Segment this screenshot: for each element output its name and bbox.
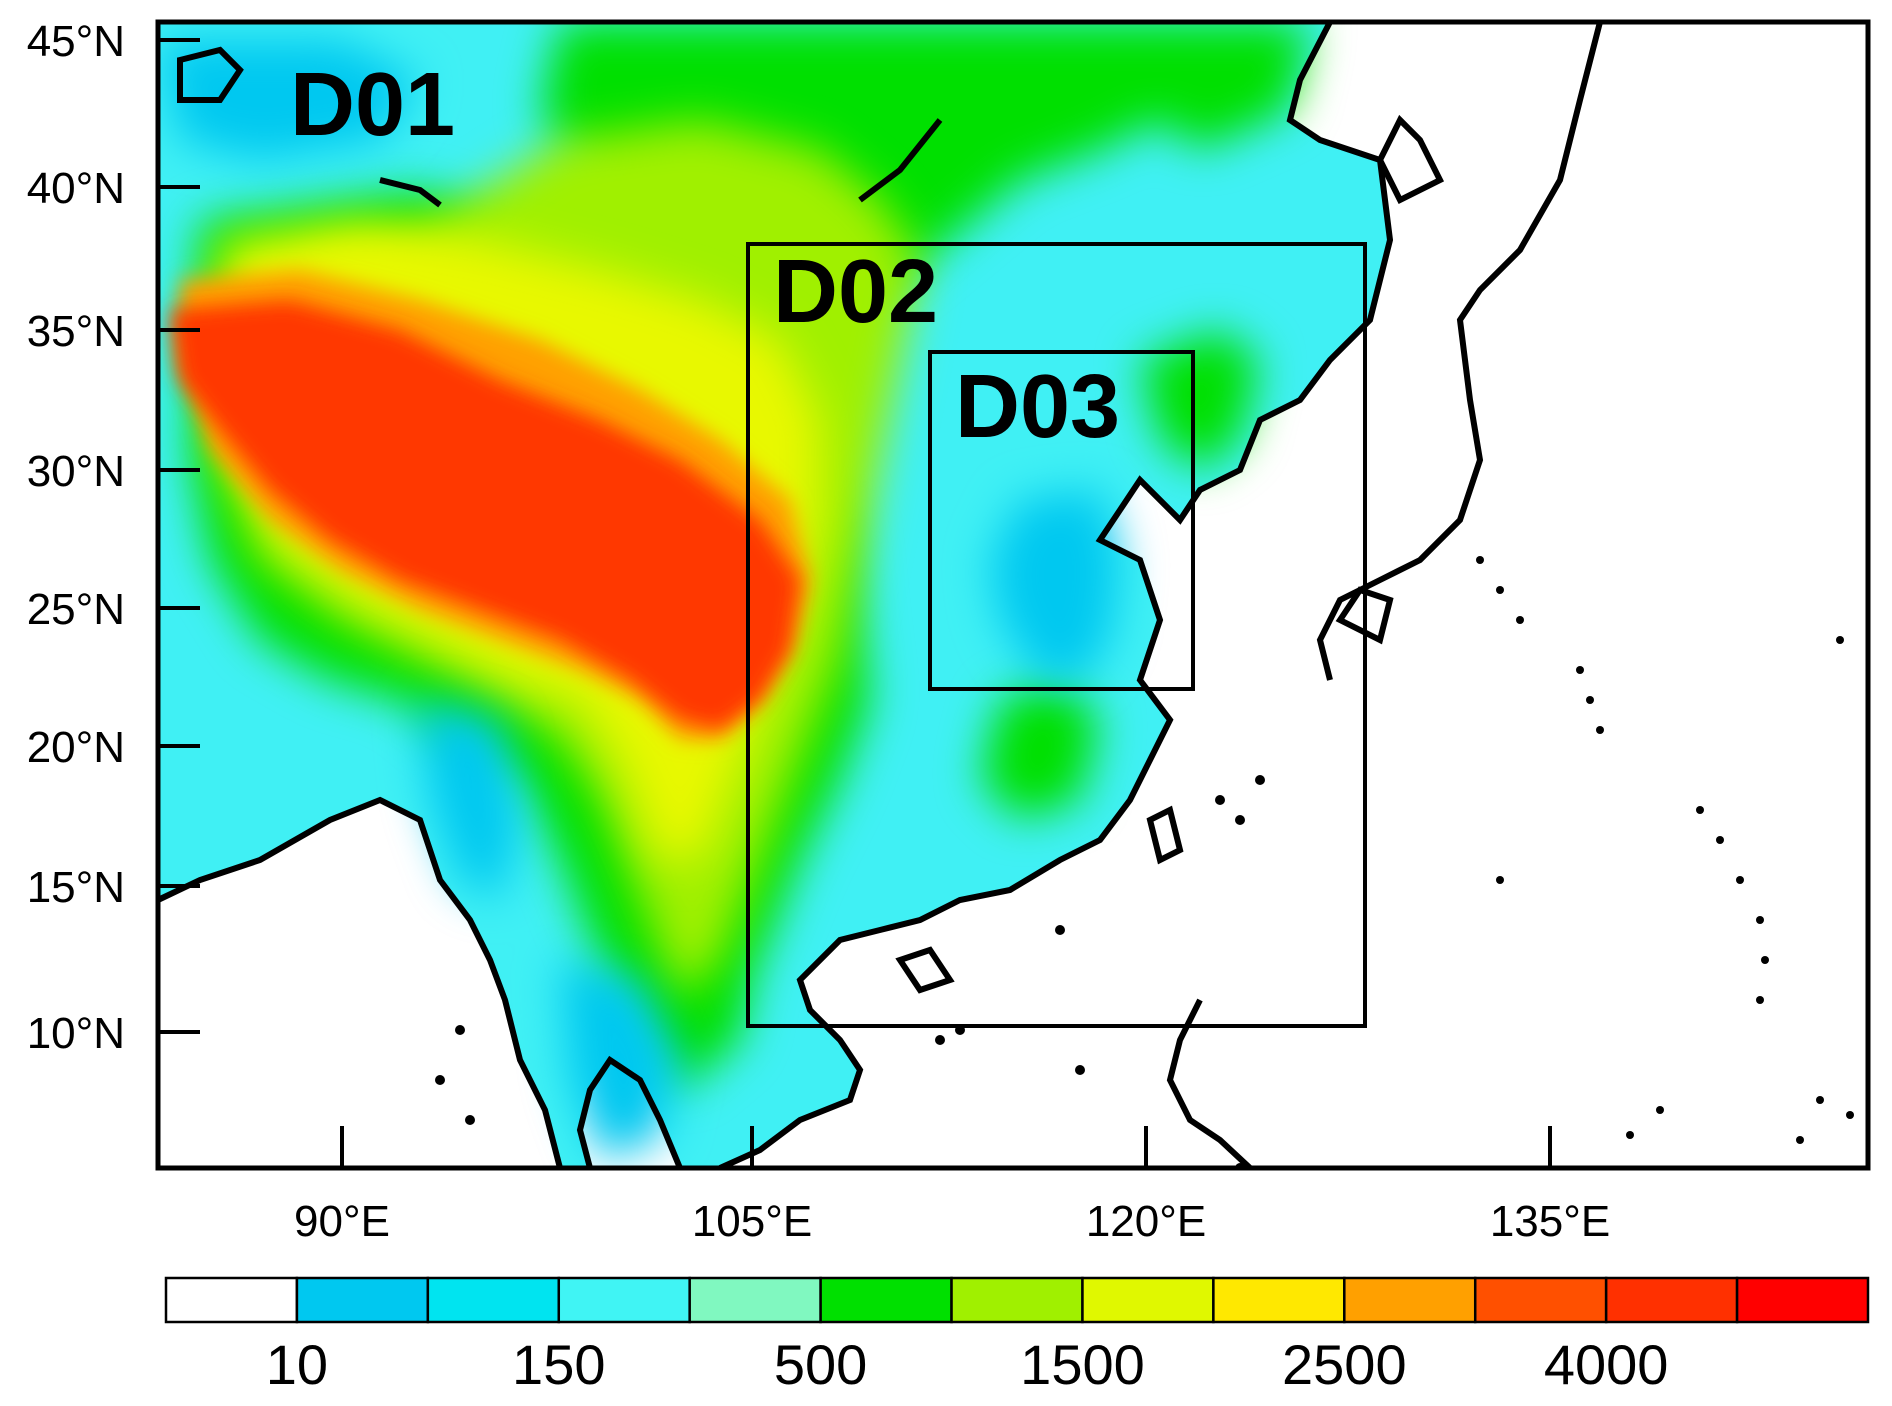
colorbar-swatch [688, 1276, 822, 1324]
colorbar-label: 4000 [1544, 1333, 1669, 1396]
lat-label: 15°N [27, 863, 125, 912]
lat-label: 45°N [27, 17, 125, 66]
colorbar [164, 1276, 1870, 1324]
lon-label: 120°E [1086, 1197, 1206, 1246]
plot-frame [155, 19, 1871, 1171]
lat-ticks [158, 38, 200, 1034]
colorbar-swatch [1212, 1276, 1346, 1324]
lat-label: 10°N [27, 1009, 125, 1058]
colorbar-label: 150 [512, 1333, 605, 1396]
lon-labels: 90°E 105°E 120°E 135°E [294, 1197, 1610, 1246]
colorbar-swatch [1473, 1276, 1608, 1324]
colorbar-swatch [426, 1276, 561, 1324]
colorbar-label: 2500 [1282, 1333, 1407, 1396]
lat-label: 20°N [27, 723, 125, 772]
elevation-lowland [158, 40, 1120, 1160]
lat-labels: 45°N 40°N 35°N 30°N 25°N 20°N 15°N 10°N [27, 17, 125, 1058]
colorbar-swatch [295, 1276, 430, 1324]
lon-label: 90°E [294, 1197, 390, 1246]
domain-box-d03 [928, 350, 1195, 691]
lat-label: 25°N [27, 585, 125, 634]
colorbar-swatch [1604, 1276, 1739, 1324]
lon-label: 105°E [692, 1197, 812, 1246]
colorbar-swatch [557, 1276, 691, 1324]
map-area [158, 22, 1868, 1168]
lat-label: 35°N [27, 307, 125, 356]
colorbar-label: 500 [774, 1333, 867, 1396]
lat-label: 30°N [27, 447, 125, 496]
domain-box-d02 [746, 242, 1367, 1028]
colorbar-labels: 10 150 500 1500 2500 4000 [266, 1333, 1669, 1396]
colorbar-swatch [819, 1276, 953, 1324]
domain-label-d02: D02 [773, 242, 938, 342]
colorbar-swatch [164, 1276, 299, 1324]
colorbar-label: 10 [266, 1333, 328, 1396]
colorbar-swatch [1343, 1276, 1477, 1324]
colorbar-swatch [1735, 1276, 1870, 1324]
lon-label: 135°E [1490, 1197, 1610, 1246]
colorbar-label: 1500 [1020, 1333, 1145, 1396]
colorbar-swatch [1081, 1276, 1215, 1324]
elevation-red-plateau [170, 300, 800, 730]
colorbar-swatch [950, 1276, 1084, 1324]
lon-ticks [340, 1126, 1552, 1168]
domain-label-d01: D01 [290, 55, 455, 155]
lat-label: 40°N [27, 164, 125, 213]
domain-label-d03: D03 [955, 357, 1120, 457]
